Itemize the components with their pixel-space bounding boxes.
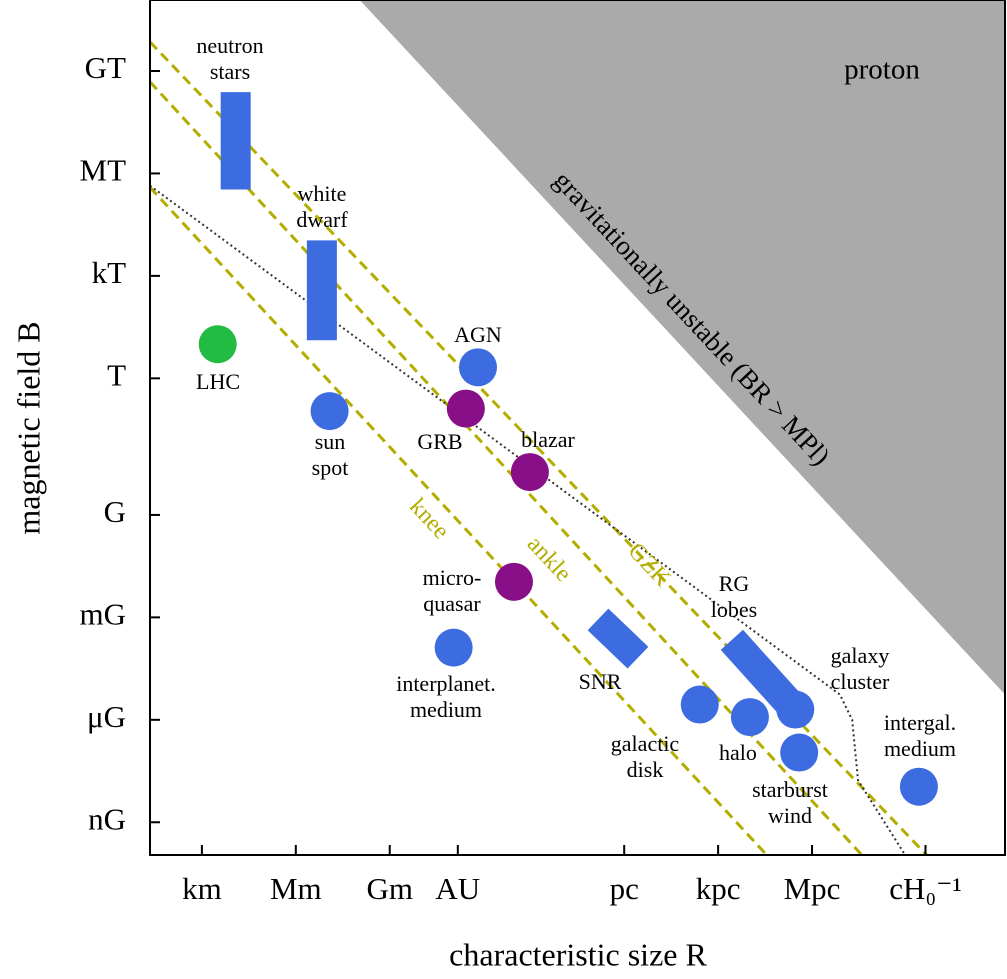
object-label: AGN xyxy=(454,322,502,347)
object-label: GRB xyxy=(417,429,462,454)
range-bar xyxy=(720,629,802,715)
source-point xyxy=(446,389,485,428)
object-label: RG lobes xyxy=(711,571,757,622)
object-label: galactic disk xyxy=(611,731,680,782)
object-label: blazar xyxy=(521,427,575,452)
line-label: knee xyxy=(404,494,454,545)
y-tick-label: T xyxy=(107,357,126,392)
limit-line xyxy=(150,184,906,855)
y-tick-label: GT xyxy=(85,50,126,85)
x-tick-label: cH₀⁻¹ xyxy=(889,871,962,906)
object-label: halo xyxy=(719,740,757,765)
y-tick-label: nG xyxy=(88,801,126,836)
object-label: SNR xyxy=(579,669,622,694)
source-point xyxy=(776,690,815,729)
x-tick-label: Mpc xyxy=(784,871,841,906)
y-tick-label: μG xyxy=(87,699,126,734)
source-point xyxy=(510,453,549,492)
object-label: interplanet. medium xyxy=(396,671,496,722)
y-tick-label: mG xyxy=(80,596,127,631)
object-label: sun spot xyxy=(312,429,349,480)
y-axis-label: magnetic field B xyxy=(10,321,46,534)
limit-line xyxy=(150,186,768,855)
object-label: starburst wind xyxy=(752,777,828,828)
region-note: proton xyxy=(844,54,920,86)
x-tick-label: Gm xyxy=(366,871,413,906)
plot-frame xyxy=(149,0,1006,856)
object-label: white dwarf xyxy=(296,181,348,232)
object-label: galaxy cluster xyxy=(831,643,890,694)
unstable-region xyxy=(359,0,1005,695)
object-label: neutron stars xyxy=(196,33,263,84)
object-label: LHC xyxy=(196,369,240,394)
source-point xyxy=(310,392,349,431)
source-point xyxy=(198,325,237,364)
x-tick-label: Mm xyxy=(270,871,322,906)
y-tick-label: G xyxy=(104,494,126,529)
x-tick-label: kpc xyxy=(696,871,741,906)
source-point xyxy=(494,562,533,601)
x-tick-label: AU xyxy=(435,871,480,906)
source-point xyxy=(434,628,473,667)
x-tick-label: pc xyxy=(610,871,639,906)
y-tick-label: kT xyxy=(92,255,127,290)
x-tick-label: km xyxy=(182,871,222,906)
y-tick-label: MT xyxy=(80,153,127,188)
plot-area xyxy=(150,0,1005,855)
x-axis-label: characteristic size R xyxy=(449,936,707,972)
source-point xyxy=(459,348,497,387)
source-point xyxy=(780,733,819,772)
range-bar xyxy=(587,608,649,669)
source-point xyxy=(680,685,719,724)
object-label: intergal. medium xyxy=(884,710,956,761)
source-point xyxy=(730,698,769,737)
source-point xyxy=(899,767,938,806)
object-label: micro-quasar xyxy=(423,565,482,616)
